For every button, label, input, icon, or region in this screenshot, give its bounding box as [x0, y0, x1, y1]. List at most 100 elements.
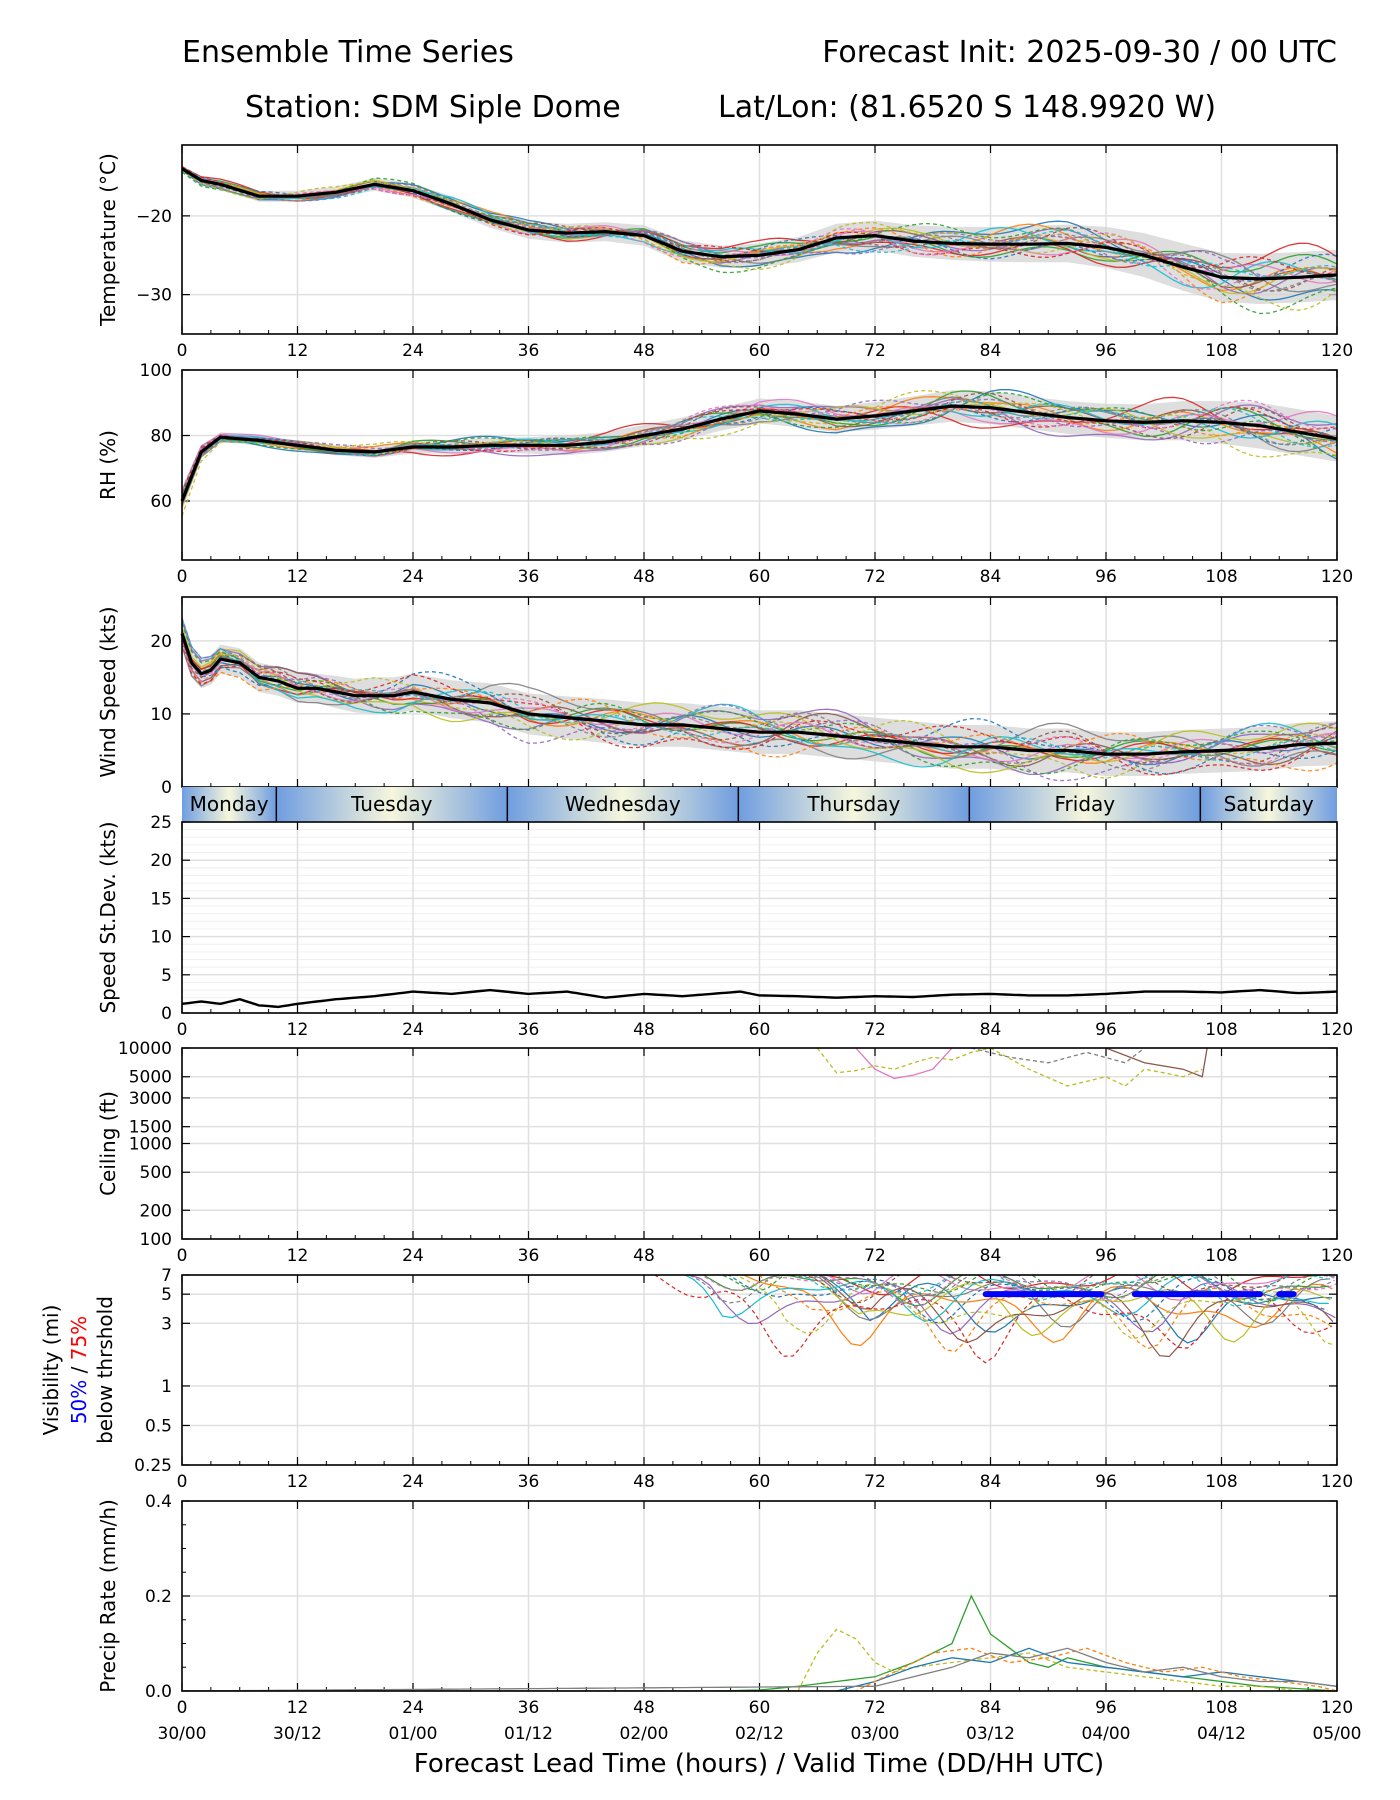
wind_speed-member-line [182, 627, 1337, 774]
x-tick-label: 48 [633, 1246, 655, 1266]
day-band-cell [969, 787, 1201, 822]
visibility-member-line [807, 1275, 1331, 1343]
grid-ceiling [181, 1047, 1338, 1240]
x-tick-label: 120 [1321, 341, 1353, 361]
x-tick-label: 12 [287, 1472, 309, 1492]
day-band-cell [507, 787, 739, 822]
x-tick-label: 120 [1321, 567, 1353, 587]
x-tick-label: 120 [1321, 1472, 1353, 1492]
ceiling-ylabel: Ceiling (ft) [96, 1091, 120, 1196]
x-tick-label: 60 [749, 1472, 771, 1492]
rh-panel: 100 80 60 0 12 24 36 48 60 72 84 96 108 120 RH (%) [96, 361, 1353, 587]
precip-frame [181, 1500, 1338, 1692]
visibility-members [653, 1275, 1337, 1364]
wind_speed-member-line [182, 642, 1337, 772]
wind-panel: 20 10 0 Wind Speed (kts) [96, 596, 1338, 798]
panels: −20−300 12 24 36 48 60 72 84 96 108 120Temperature… [39, 144, 1362, 1744]
valid-time-label: 01/12 [504, 1724, 553, 1744]
ceiling-member-line [1105, 1048, 1208, 1078]
valid-time-label: 04/00 [1082, 1724, 1131, 1744]
valid-time-label: 05/00 [1313, 1724, 1362, 1744]
x-tick-label: 36 [518, 341, 540, 361]
valid-time-label: 03/12 [966, 1724, 1015, 1744]
rh-member-line [182, 390, 1337, 517]
wind_speed-member-line [182, 643, 1337, 776]
x-tick-label: 108 [1205, 1472, 1237, 1492]
visibility-member-line [801, 1275, 1330, 1307]
y-tick-label: 0.2 [145, 1587, 172, 1607]
visibility-panel: 75 3 1 0.5 0.250 12 24 36 48 60 72 84 96 108 120 Visibi… [39, 1266, 1353, 1492]
x-tick-label: 96 [1095, 1698, 1117, 1718]
valid-time-label: 03/00 [851, 1724, 900, 1744]
x-tick-label: 84 [980, 1246, 1002, 1266]
visibility-member-line [810, 1275, 1331, 1328]
x-tick-label: 12 [287, 567, 309, 587]
day-band-cell [1200, 787, 1337, 822]
visibility-member-line [720, 1275, 1324, 1303]
y-tick-label: 0.0 [145, 1682, 172, 1702]
grid-precip_rate [181, 1500, 1338, 1692]
x-tick-label: 108 [1205, 1698, 1237, 1718]
temperature-frame [181, 144, 1338, 335]
x-tick-label: 72 [864, 1246, 886, 1266]
y-tick-label: 100 [140, 1230, 172, 1250]
wind_speed-member-line [182, 646, 1337, 767]
x-tick-label: 12 [287, 341, 309, 361]
x-tick-label: 36 [518, 567, 540, 587]
y-tick-label: 0.25 [134, 1456, 172, 1476]
station-label: Station: SDM Siple Dome [245, 90, 621, 125]
y-tick-label: 10000 [118, 1039, 172, 1059]
x-tick-label: 48 [633, 1472, 655, 1492]
x-tick-label: 60 [749, 1020, 771, 1040]
y-tick-label: 3000 [129, 1089, 172, 1109]
y-tick-label: 25 [150, 813, 172, 833]
x-tick-label: 84 [980, 1698, 1002, 1718]
x-tick-label: 108 [1205, 567, 1237, 587]
ceiling-member-line [971, 1048, 1145, 1064]
precip-members [182, 1594, 1337, 1691]
y-tick-label: 100 [140, 361, 172, 381]
wind_speed-member-line [182, 635, 1337, 779]
day-label-tuesday: Tuesday [350, 792, 433, 816]
x-tick-label: 36 [518, 1698, 540, 1718]
x-tick-label: 120 [1321, 1698, 1353, 1718]
temperature-ylabel: Temperature (°C) [96, 153, 120, 327]
wind_speed-member-line [182, 637, 1337, 762]
x-tick-label: 24 [402, 567, 424, 587]
x-tick-label: 24 [402, 1472, 424, 1492]
x-tick-label: 24 [402, 1020, 424, 1040]
temperature-member-line [182, 167, 1337, 283]
visibility-member-line [653, 1275, 1333, 1364]
valid-time-label: 04/12 [1197, 1724, 1246, 1744]
x-tick-label: 96 [1095, 341, 1117, 361]
temperature-member-line [182, 169, 1337, 311]
y-tick-label: 80 [150, 427, 172, 447]
visibility-frame [181, 1274, 1338, 1466]
x-tick-label: 120 [1321, 1246, 1353, 1266]
wind_speed-spread-band [182, 618, 1337, 776]
x-tick-label: 96 [1095, 1020, 1117, 1040]
temperature-panel: −20 −30 0 12 24 36 48 60 72 84 96 108 120 Temperature… [96, 144, 1353, 361]
wind-ylabel: Wind Speed (kts) [96, 606, 120, 777]
valid-time-label: 30/00 [158, 1724, 207, 1744]
temperature-mean-line [181, 167, 1338, 281]
x-tick-label: 48 [633, 1020, 655, 1040]
x-tick-label: 24 [402, 341, 424, 361]
y-tick-label: 0 [161, 778, 172, 798]
x-tick-label: 0 [177, 1246, 188, 1266]
visibility-member-line [699, 1275, 1337, 1309]
x-tick-label: 84 [980, 1020, 1002, 1040]
visibility-ylabel-75: 75% [67, 1316, 91, 1360]
x-tick-label: 12 [287, 1698, 309, 1718]
visibility-ylabel: Visibility (mi) [39, 1305, 63, 1436]
x-tick-label: 24 [402, 1698, 424, 1718]
x-tick-label: 120 [1321, 1020, 1353, 1040]
y-tick-label: 5 [161, 966, 172, 986]
day-band: Monday Tuesday Wednesday Thursday Friday Satu… [182, 787, 1337, 822]
x-tick-label: 72 [864, 1472, 886, 1492]
x-tick-label: 36 [518, 1020, 540, 1040]
visibility-member-line [734, 1275, 1335, 1346]
x-tick-label: 36 [518, 1246, 540, 1266]
temperature-member-line [182, 167, 1337, 290]
